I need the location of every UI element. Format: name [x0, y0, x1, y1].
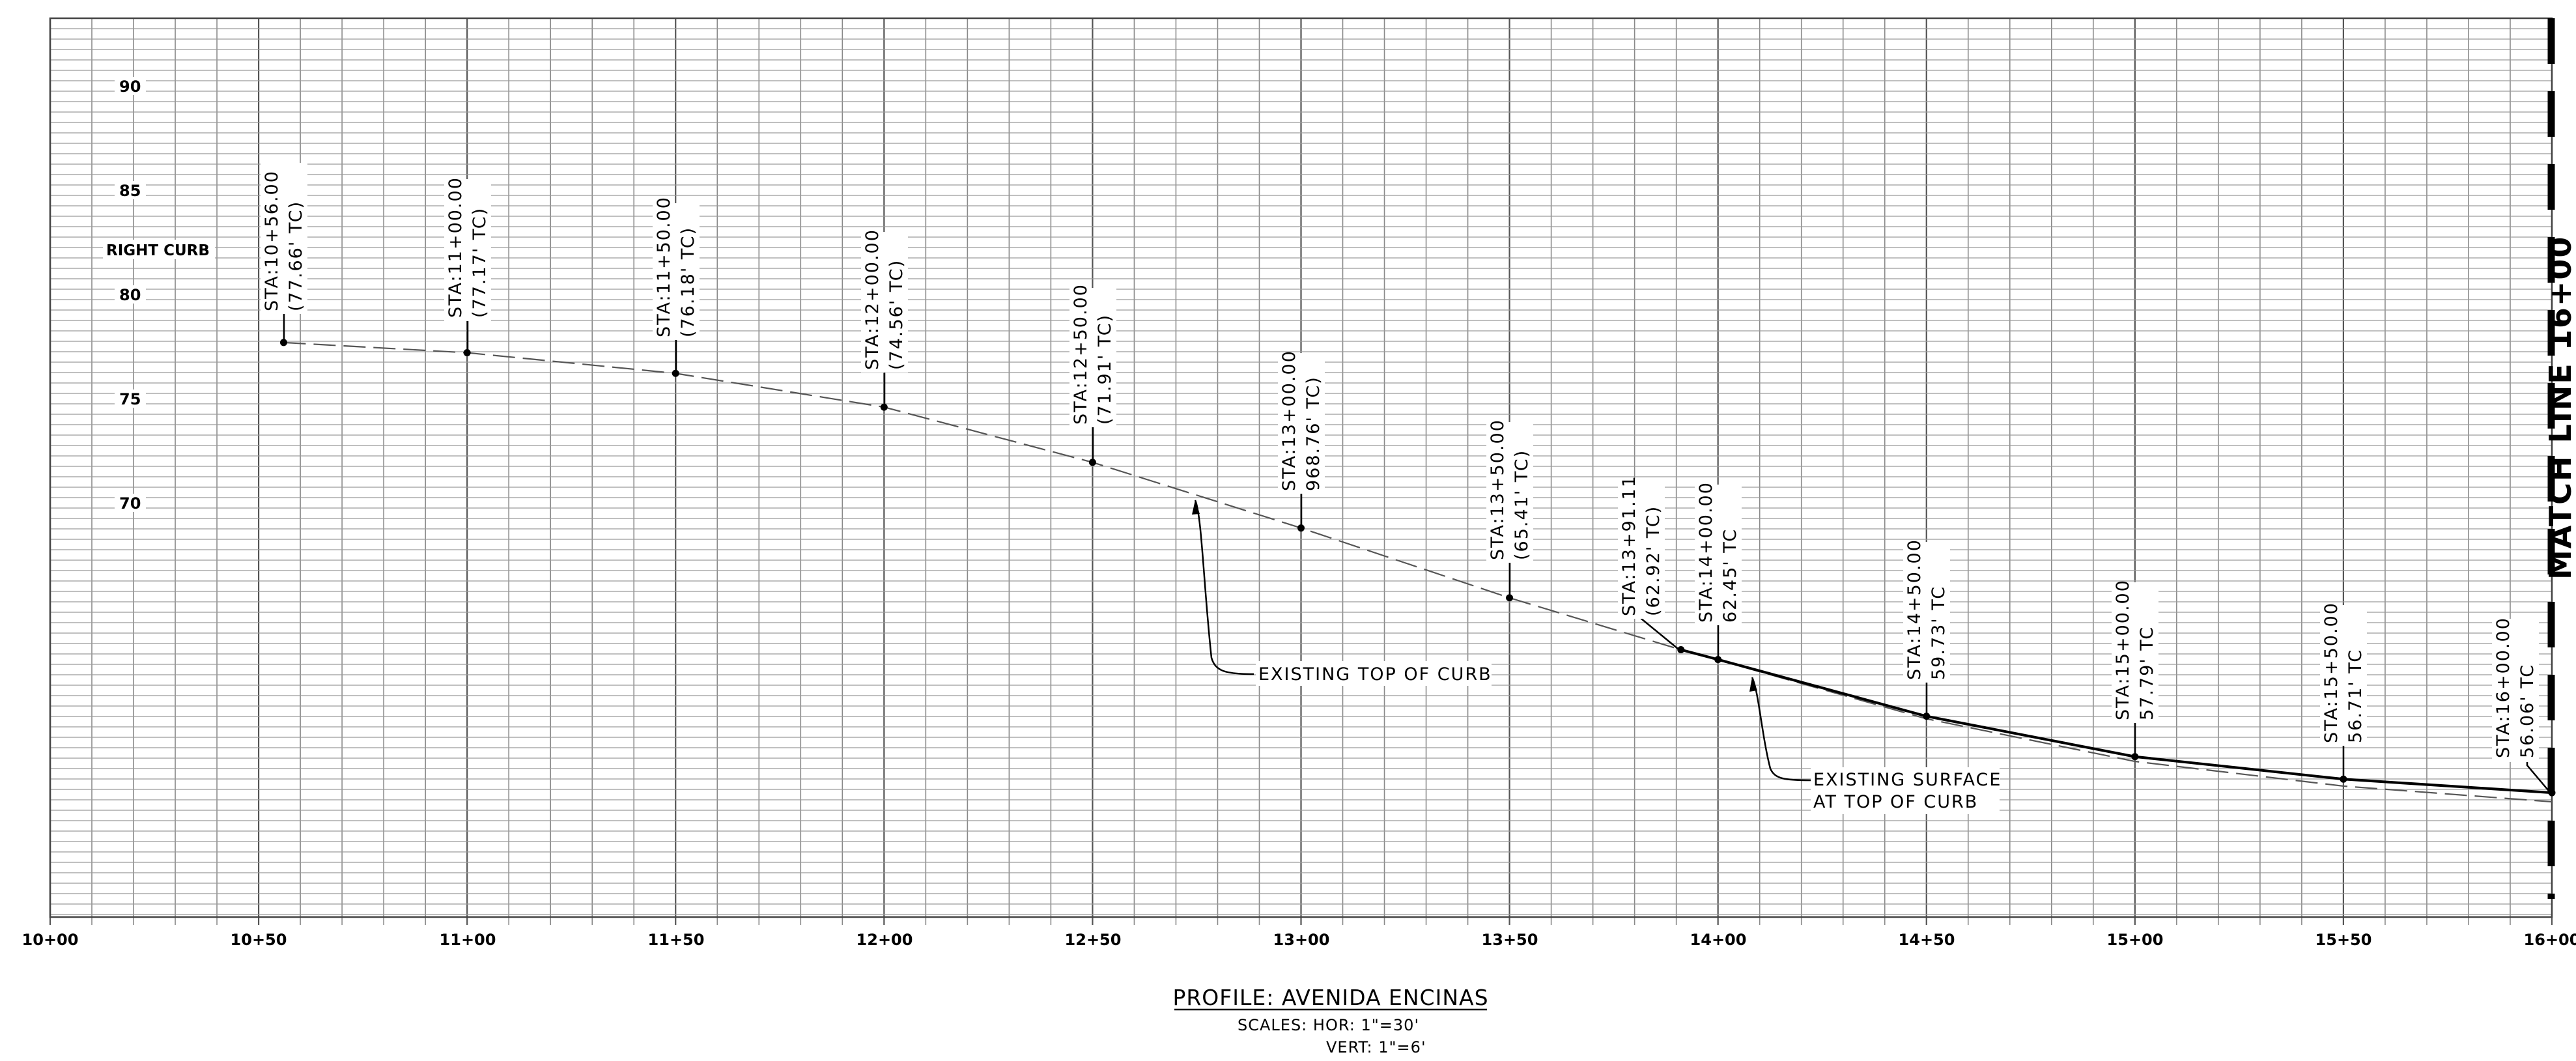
station-label: 15+00	[2107, 931, 2164, 949]
callout-station: STA:15+50.00	[2321, 602, 2342, 743]
callout-station: STA:13+91.11	[1619, 475, 1639, 616]
existing-surface-note-line2: AT TOP OF CURB	[1813, 792, 1978, 812]
right-curb-label: RIGHT CURB	[106, 242, 210, 259]
existing-surface-line	[283, 341, 2553, 803]
elevation-axis: 90 85 80 75 70	[115, 77, 146, 513]
station-axis: 10+00 10+50 11+00 11+50 12+00 12+50 13+0…	[22, 931, 2576, 949]
elevation-label: 80	[119, 286, 141, 304]
callout-station: STA:14+00.00	[1696, 481, 1716, 623]
callout-elevation: (65.41' TC)	[1512, 449, 1532, 560]
station-label: 11+00	[440, 931, 496, 949]
station-label: 11+50	[648, 931, 705, 949]
station-label: 12+00	[856, 931, 913, 949]
callout-elevation: 56.06' TC	[2517, 664, 2538, 758]
callout-station: STA:11+00.00	[446, 177, 466, 318]
station-label: 10+00	[22, 931, 79, 949]
proposed-curb-line	[1680, 648, 2553, 795]
callout-station: STA:13+00.00	[1279, 350, 1299, 491]
vertical-scale: VERT: 1"=6'	[1326, 1038, 1426, 1056]
station-label: 14+00	[1690, 931, 1747, 949]
profile-title: PROFILE: AVENIDA ENCINAS	[1172, 985, 1488, 1010]
callout-elevation: 968.76' TC)	[1303, 376, 1323, 491]
callout-elevation: 56.71' TC	[2345, 649, 2366, 743]
profile-points	[279, 339, 2556, 797]
match-line-label: MATCH LINE 16+00	[2543, 236, 2576, 580]
callout-elevation: 57.79' TC	[2137, 626, 2157, 720]
proposed-curb-path	[1680, 648, 2553, 795]
station-label: 10+50	[231, 931, 287, 949]
station-label: 13+50	[1482, 931, 1538, 949]
callout-elevation: (62.92' TC)	[1643, 505, 1663, 616]
callout-elevation: (74.56' TC)	[886, 259, 907, 370]
callout-elevation: (71.91' TC)	[1095, 314, 1115, 425]
callout-elevation: (77.66' TC)	[286, 201, 306, 311]
existing-surface-note-line1: EXISTING SURFACE	[1813, 770, 2002, 790]
existing-surface-path	[283, 341, 2553, 803]
callout-elevation: (77.17' TC)	[470, 207, 490, 318]
title-block: PROFILE: AVENIDA ENCINAS SCALES: HOR: 1"…	[1172, 985, 1488, 1056]
callout-station: STA:14+50.00	[1904, 539, 1925, 680]
elevation-label: 70	[119, 494, 141, 513]
match-line: MATCH LINE 16+00	[2543, 18, 2576, 899]
callout-station: STA:10+56.00	[262, 170, 282, 311]
station-label: 12+50	[1065, 931, 1122, 949]
callout-station: STA:15+00.00	[2113, 579, 2133, 720]
elevation-label: 75	[119, 390, 141, 408]
station-label: 13+00	[1273, 931, 1330, 949]
callout-station: STA:12+50.00	[1071, 283, 1091, 425]
elevation-label: 85	[119, 182, 141, 200]
callout-station: STA:12+00.00	[862, 229, 883, 370]
callout-elevation: 59.73' TC	[1929, 586, 1949, 680]
station-callouts: STA:10+56.00 (77.66' TC) STA:11+00.00 (7…	[261, 163, 2553, 795]
callout-elevation: 62.45' TC	[1720, 528, 1740, 623]
callout-station: STA:16+00.00	[2493, 617, 2513, 758]
horizontal-scale: SCALES: HOR: 1"=30'	[1238, 1016, 1419, 1034]
station-label: 15+50	[2315, 931, 2372, 949]
station-label: 16+00	[2524, 931, 2576, 949]
elevation-label: 90	[119, 78, 141, 96]
callout-station: STA:11+50.00	[654, 196, 674, 337]
callout-station: STA:13+50.00	[1488, 419, 1508, 560]
existing-top-of-curb-note: EXISTING TOP OF CURB	[1258, 664, 1492, 685]
existing-notes: EXISTING TOP OF CURB EXISTING SURFACE AT…	[1192, 500, 2002, 814]
callout-elevation: (76.18' TC)	[678, 227, 698, 337]
station-label: 14+50	[1899, 931, 1955, 949]
profile-point	[1677, 646, 1685, 654]
